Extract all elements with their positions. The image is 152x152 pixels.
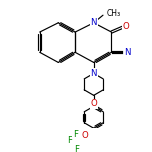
Text: O: O bbox=[90, 99, 97, 108]
Text: O: O bbox=[82, 131, 89, 140]
Text: O: O bbox=[122, 22, 129, 31]
Text: F: F bbox=[68, 136, 73, 145]
Text: CH₃: CH₃ bbox=[106, 9, 121, 18]
Text: N: N bbox=[90, 18, 97, 27]
Text: N: N bbox=[124, 48, 131, 57]
Text: F: F bbox=[74, 145, 79, 152]
Text: F: F bbox=[73, 130, 78, 139]
Text: N: N bbox=[90, 69, 97, 78]
